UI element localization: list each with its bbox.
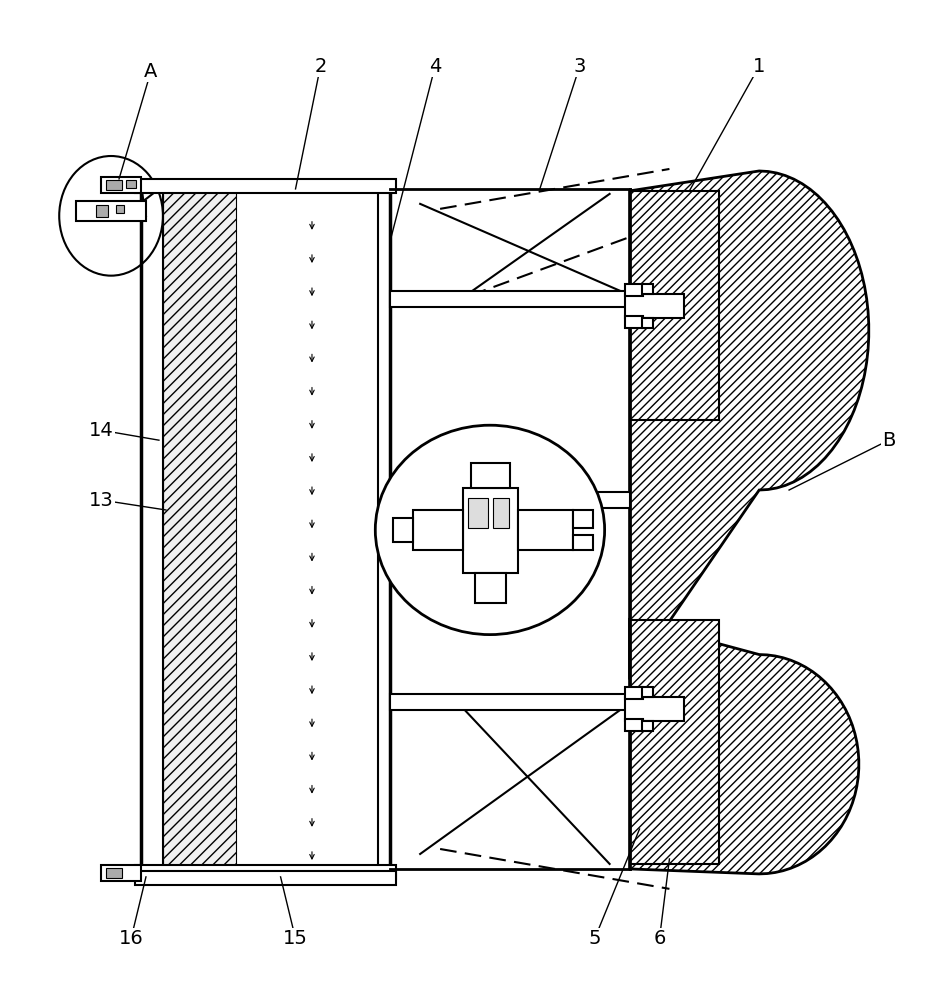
Bar: [624, 697, 684, 721]
Bar: [413, 510, 463, 550]
Bar: [76, 201, 146, 221]
Text: 6: 6: [652, 929, 664, 948]
Text: 5: 5: [587, 929, 601, 948]
Text: 15: 15: [283, 929, 307, 948]
Text: 1: 1: [752, 57, 764, 76]
Polygon shape: [163, 191, 235, 867]
Text: 2: 2: [314, 57, 327, 76]
Bar: [641, 284, 653, 294]
Bar: [389, 694, 629, 710]
Polygon shape: [629, 191, 719, 420]
Bar: [624, 719, 642, 731]
Bar: [116, 205, 124, 213]
Ellipse shape: [59, 156, 163, 276]
Bar: [624, 316, 642, 328]
Polygon shape: [629, 620, 719, 864]
Ellipse shape: [375, 425, 604, 635]
Text: 4: 4: [428, 57, 441, 76]
Bar: [235, 189, 378, 869]
Bar: [101, 177, 141, 193]
Bar: [624, 687, 642, 699]
Bar: [135, 179, 396, 193]
Bar: [106, 180, 122, 190]
Bar: [389, 492, 629, 508]
Bar: [393, 518, 413, 542]
Bar: [572, 510, 592, 528]
Text: 3: 3: [573, 57, 585, 76]
Text: B: B: [882, 431, 895, 450]
Polygon shape: [629, 171, 868, 679]
Bar: [467, 498, 487, 528]
Text: A: A: [144, 62, 157, 81]
Bar: [517, 510, 572, 550]
Text: 13: 13: [89, 490, 113, 510]
Bar: [474, 573, 506, 603]
Bar: [463, 488, 517, 573]
Bar: [389, 291, 629, 307]
Bar: [96, 205, 108, 217]
Bar: [624, 284, 642, 296]
Bar: [101, 865, 141, 881]
Bar: [492, 498, 508, 528]
Bar: [135, 871, 396, 885]
Bar: [641, 687, 653, 697]
Bar: [572, 535, 592, 550]
Text: 16: 16: [118, 929, 143, 948]
Text: 14: 14: [89, 421, 113, 440]
Bar: [135, 865, 396, 879]
Bar: [126, 180, 136, 188]
Bar: [106, 868, 122, 878]
Bar: [641, 721, 653, 731]
Polygon shape: [629, 620, 858, 874]
Bar: [641, 318, 653, 328]
Bar: [624, 294, 684, 318]
Bar: [470, 463, 509, 488]
